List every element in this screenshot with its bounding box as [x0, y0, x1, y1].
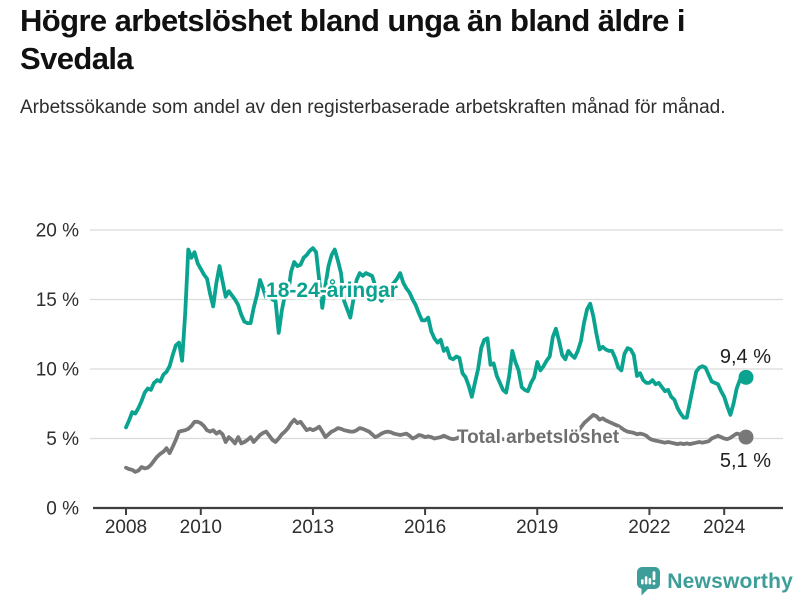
- y-axis-tick-label: 15 %: [36, 290, 79, 311]
- x-axis-tick-label: 2019: [516, 517, 558, 538]
- newsworthy-logo-icon: [637, 567, 661, 596]
- page-subtitle: Arbetssökande som andel av den registerb…: [20, 96, 726, 118]
- y-axis-tick-label: 20 %: [36, 221, 79, 242]
- series-line-total: [124, 412, 748, 474]
- y-axis-tick-label: 10 %: [36, 360, 79, 381]
- y-axis-tick-label: 5 %: [46, 429, 79, 450]
- brand-footer: Newsworthy: [637, 567, 793, 596]
- series-end-value-total: 5,1 %: [720, 450, 771, 472]
- series-label-youth: 18-24-åringar: [266, 279, 398, 302]
- y-axis-tick-label: 0 %: [46, 499, 79, 520]
- x-axis-tick-label: 2016: [404, 517, 446, 538]
- page-title: Högre arbetslöshet bland unga än bland ä…: [20, 3, 685, 76]
- series-end-dot-total: [738, 429, 754, 445]
- series-label-total: Total arbetslöshet: [457, 427, 620, 448]
- brand-name: Newsworthy: [667, 569, 793, 593]
- series-end-value-youth: 9,4 %: [720, 346, 771, 368]
- series-end-dot-youth: [738, 369, 754, 385]
- x-axis-tick-label: 2013: [292, 517, 334, 538]
- series-line-youth: [124, 246, 748, 430]
- chart-header: Högre arbetslöshet bland unga än bland ä…: [20, 2, 790, 121]
- x-axis-tick-label: 2008: [105, 517, 147, 538]
- x-axis-tick-label: 2024: [703, 517, 746, 538]
- x-axis-tick-label: 2022: [628, 517, 670, 538]
- x-axis-tick-label: 2010: [180, 517, 222, 538]
